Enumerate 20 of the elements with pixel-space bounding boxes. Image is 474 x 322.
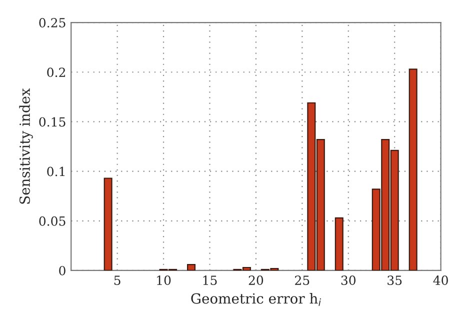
y-tick-label: 0.05: [39, 216, 66, 226]
y-tick-label: 0.2: [47, 68, 66, 78]
x-tick-label: 20: [248, 276, 264, 286]
x-tick-label: 25: [295, 276, 310, 286]
bar: [187, 264, 196, 270]
y-tick-label: 0.1: [47, 166, 64, 176]
x-tick-label: 30: [341, 276, 356, 286]
x-tick-label: 10: [157, 276, 171, 286]
x-tick-label: 15: [203, 276, 217, 286]
y-tick-label: 0.25: [39, 18, 66, 28]
y-tick-label: 0.15: [39, 117, 66, 127]
x-tick-label: 35: [388, 276, 402, 286]
bar: [334, 217, 344, 270]
bar: [104, 178, 112, 270]
y-tick-label: 0: [59, 266, 66, 276]
x-axis-title: Geometric error h$_{i}$: [191, 292, 321, 306]
bar: [408, 68, 418, 270]
x-tick-label: 40: [433, 276, 448, 286]
y-axis-title: Sensitivity index: [19, 88, 33, 204]
x-tick-label: 5: [114, 276, 120, 286]
